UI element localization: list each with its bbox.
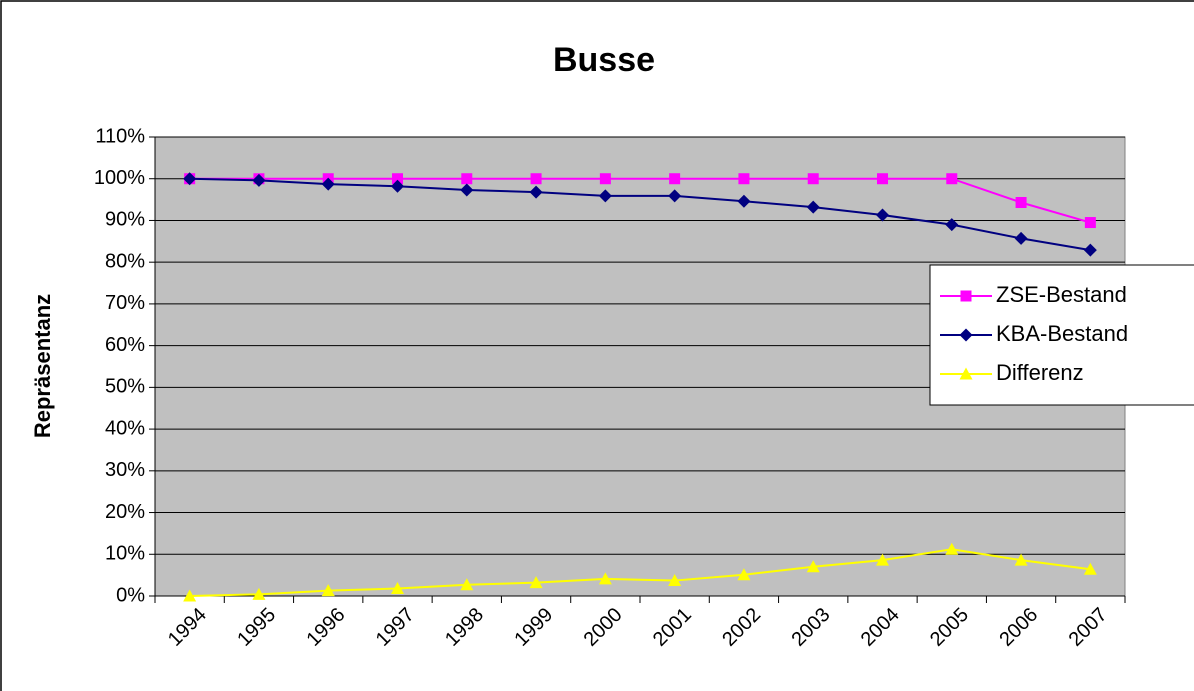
y-tick-label: 60% (105, 334, 145, 356)
data-point (461, 173, 473, 185)
data-point (668, 189, 682, 203)
data-point (1084, 217, 1096, 229)
y-tick-label: 10% (105, 543, 145, 565)
data-point (669, 173, 681, 185)
data-point (530, 173, 542, 185)
data-point (737, 568, 751, 581)
data-point (529, 576, 543, 589)
y-tick-label: 80% (105, 250, 145, 272)
y-tick-label: 110% (95, 125, 145, 147)
y-tick-label: 0% (116, 584, 145, 606)
y-tick-label: 70% (105, 292, 145, 314)
data-point (183, 172, 197, 186)
y-tick-label: 20% (105, 501, 145, 523)
data-point (529, 185, 543, 199)
data-point (321, 177, 335, 191)
data-point (321, 584, 335, 597)
data-point (1083, 562, 1097, 575)
data-point (460, 578, 474, 591)
data-point (598, 189, 612, 203)
data-point (946, 173, 958, 185)
data-point (945, 542, 959, 555)
data-point (460, 183, 474, 197)
data-point (392, 173, 403, 185)
legend-marker (959, 367, 973, 380)
data-point (1015, 197, 1027, 209)
y-tick-label: 100% (94, 167, 145, 189)
series-line (189, 177, 1091, 224)
legend-marker (960, 290, 972, 302)
data-point (599, 173, 611, 185)
data-point (738, 173, 750, 185)
data-point (183, 589, 197, 602)
chart-title: Busse (553, 41, 655, 79)
data-point (1014, 231, 1028, 245)
data-point (945, 218, 959, 232)
legend-label: KBA-Bestand (996, 321, 1128, 346)
legend-label: ZSE-Bestand (996, 282, 1127, 307)
data-point (806, 200, 820, 214)
data-point (1014, 553, 1028, 566)
data-point (1083, 243, 1097, 257)
y-tick-label: 30% (105, 459, 145, 481)
data-point (876, 208, 889, 222)
y-tick-label: 50% (105, 376, 145, 398)
y-tick-label: 90% (105, 209, 145, 231)
data-point (598, 572, 612, 585)
data-point (252, 173, 266, 187)
data-point (737, 194, 751, 208)
data-point (806, 560, 820, 573)
y-axis-title: Repräsentanz (30, 294, 55, 438)
data-point (391, 581, 404, 594)
data-point (391, 179, 404, 193)
data-point (877, 173, 888, 185)
legend-label: Differenz (996, 360, 1084, 385)
data-point (807, 173, 819, 185)
data-point (876, 553, 889, 566)
y-tick-label: 40% (105, 417, 145, 439)
legend-marker (959, 328, 973, 342)
series-line (189, 548, 1091, 597)
data-point (252, 587, 266, 600)
series-line (189, 177, 1091, 252)
data-point (668, 574, 682, 587)
